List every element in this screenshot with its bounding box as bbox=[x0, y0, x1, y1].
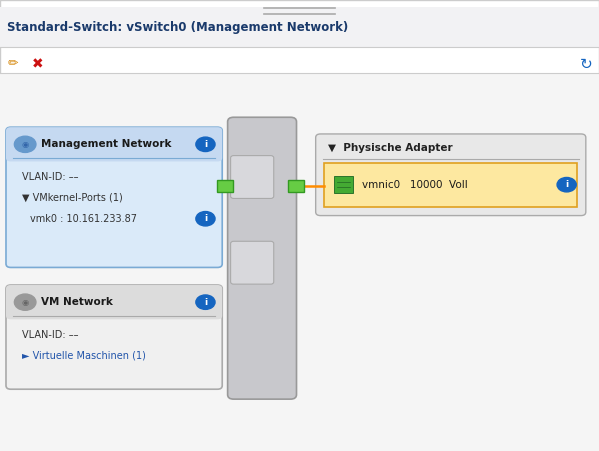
FancyBboxPatch shape bbox=[324, 163, 577, 207]
FancyBboxPatch shape bbox=[231, 156, 274, 198]
Text: VLAN-ID: ––: VLAN-ID: –– bbox=[22, 330, 78, 340]
Circle shape bbox=[557, 177, 576, 192]
Circle shape bbox=[196, 295, 215, 309]
Text: ► Virtuelle Maschinen (1): ► Virtuelle Maschinen (1) bbox=[22, 350, 146, 360]
Text: Management Network: Management Network bbox=[41, 139, 171, 149]
FancyBboxPatch shape bbox=[0, 73, 599, 451]
Text: ◉: ◉ bbox=[22, 140, 29, 149]
Text: i: i bbox=[204, 140, 207, 149]
FancyBboxPatch shape bbox=[316, 134, 586, 216]
FancyBboxPatch shape bbox=[6, 127, 222, 267]
Text: ✖: ✖ bbox=[32, 57, 44, 71]
Text: vmk0 : 10.161.233.87: vmk0 : 10.161.233.87 bbox=[30, 214, 137, 224]
Text: vmnic0   10000  Voll: vmnic0 10000 Voll bbox=[362, 179, 468, 190]
Circle shape bbox=[196, 137, 215, 152]
Circle shape bbox=[14, 136, 36, 152]
Text: i: i bbox=[204, 214, 207, 223]
Text: ◉: ◉ bbox=[22, 298, 29, 307]
FancyBboxPatch shape bbox=[217, 180, 233, 192]
Text: ↻: ↻ bbox=[579, 56, 592, 72]
FancyBboxPatch shape bbox=[6, 285, 222, 319]
FancyBboxPatch shape bbox=[0, 7, 599, 47]
Text: i: i bbox=[204, 298, 207, 307]
Text: ▼ VMkernel-Ports (1): ▼ VMkernel-Ports (1) bbox=[22, 193, 122, 202]
FancyBboxPatch shape bbox=[11, 289, 217, 316]
Text: VLAN-ID: ––: VLAN-ID: –– bbox=[22, 172, 78, 182]
FancyBboxPatch shape bbox=[231, 241, 274, 284]
FancyBboxPatch shape bbox=[228, 117, 297, 399]
FancyBboxPatch shape bbox=[6, 127, 222, 161]
Text: VM Network: VM Network bbox=[41, 297, 113, 307]
Circle shape bbox=[196, 212, 215, 226]
Text: Standard-Switch: vSwitch0 (Management Network): Standard-Switch: vSwitch0 (Management Ne… bbox=[7, 21, 349, 33]
Text: ▼  Physische Adapter: ▼ Physische Adapter bbox=[328, 143, 452, 153]
FancyBboxPatch shape bbox=[334, 176, 353, 193]
Text: ✏: ✏ bbox=[8, 58, 19, 70]
FancyBboxPatch shape bbox=[11, 131, 217, 158]
FancyBboxPatch shape bbox=[6, 285, 222, 389]
FancyBboxPatch shape bbox=[288, 180, 304, 192]
Text: i: i bbox=[565, 180, 568, 189]
Circle shape bbox=[14, 294, 36, 310]
